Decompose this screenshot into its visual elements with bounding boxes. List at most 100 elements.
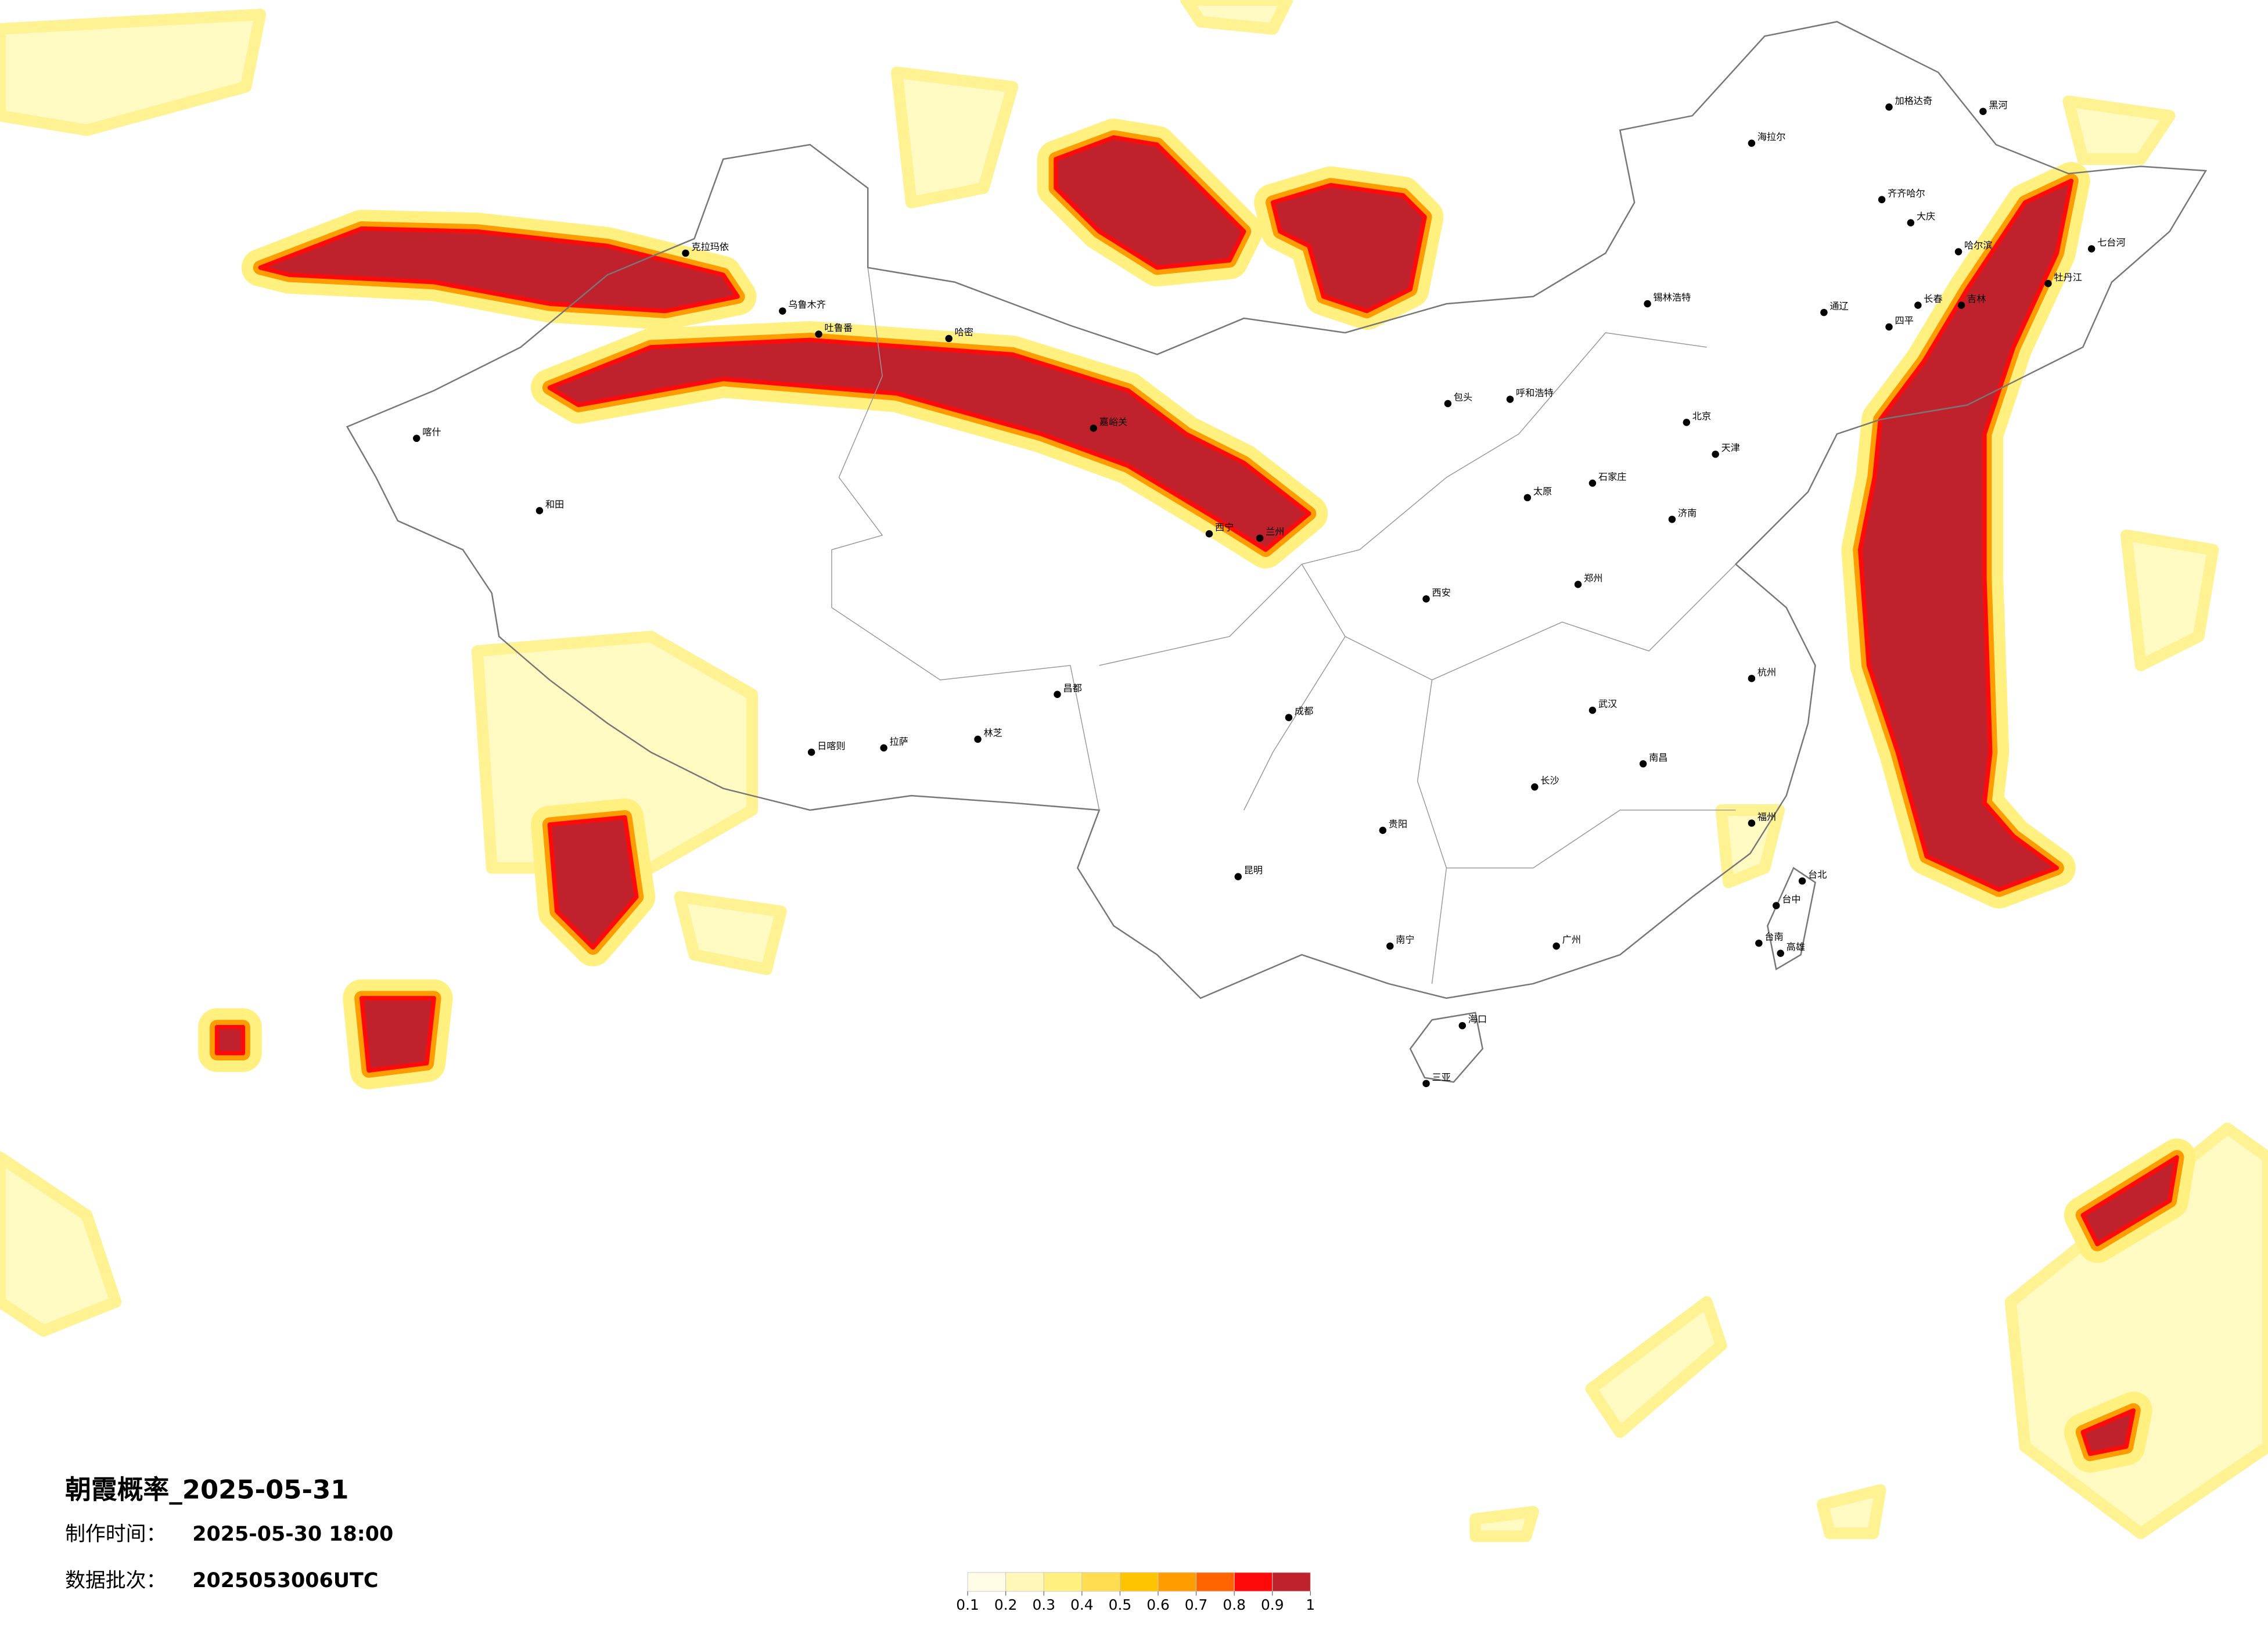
city-label: 贵阳 [1389, 818, 1407, 829]
city-label: 天津 [1721, 443, 1740, 454]
city-label: 海口 [1468, 1014, 1487, 1025]
city-label: 海拉尔 [1757, 131, 1786, 142]
city-dot [1588, 706, 1597, 714]
city-label: 七台河 [2097, 237, 2126, 248]
city-dot [1422, 595, 1430, 603]
city-dot [2044, 280, 2052, 287]
city-dot [1755, 939, 1763, 947]
legend-tick-label: 0.5 [1109, 1596, 1132, 1613]
high-probability-area [2080, 1155, 2179, 1247]
legend-tick-label: 1 [1306, 1596, 1315, 1613]
city-label: 石家庄 [1598, 472, 1627, 483]
city-dot [1957, 301, 1965, 309]
city-label: 吐鲁番 [825, 322, 853, 333]
city-dot [1712, 450, 1719, 458]
city-label: 高雄 [1787, 941, 1805, 952]
legend-swatch [1158, 1572, 1197, 1592]
legend: 0.1 0.2 0.3 0.4 0.5 0.6 0.7 0.8 0.9 1 [956, 1572, 1315, 1613]
city-label: 喀什 [422, 426, 441, 437]
legend-tick-label: 0.1 [956, 1596, 979, 1613]
city-label: 牡丹江 [2054, 272, 2082, 283]
city-dot [1444, 400, 1452, 408]
city-dot [1458, 1021, 1467, 1030]
high-probability-area [547, 337, 1311, 552]
city-label: 郑州 [1584, 573, 1602, 584]
city-label: 长沙 [1540, 775, 1559, 786]
city-dot [1523, 494, 1532, 502]
city-label: 包头 [1454, 392, 1472, 403]
city-dot [535, 507, 544, 515]
batch-value: 2025053006UTC [192, 1569, 378, 1592]
city-dot [1588, 479, 1597, 487]
city-dot [1773, 902, 1780, 909]
city-label: 锡林浩特 [1654, 292, 1691, 303]
city-dot [1285, 714, 1293, 721]
island-border [1767, 866, 1816, 971]
city-label: 福州 [1757, 811, 1776, 822]
city-label: 济南 [1678, 508, 1696, 519]
city-dot [1386, 942, 1394, 950]
city-dot [2087, 245, 2096, 253]
low-probability-area [1585, 1296, 1727, 1438]
city-dot [1748, 139, 1756, 147]
city-label: 太原 [1533, 485, 1552, 497]
legend-tick-label: 0.7 [1185, 1596, 1208, 1613]
city-label: 武汉 [1598, 699, 1617, 710]
high-probability-area [1270, 183, 1427, 314]
city-dot [1531, 783, 1539, 791]
legend-swatch [1119, 1572, 1159, 1592]
city-dot [1683, 419, 1691, 426]
city-label: 昌都 [1063, 682, 1081, 693]
city-dot [1907, 219, 1915, 226]
city-label: 嘉峪关 [1099, 416, 1128, 427]
low-probability-area [674, 891, 787, 976]
city-dot [1748, 819, 1756, 827]
city-dot [1914, 301, 1922, 309]
legend-swatch [967, 1572, 1007, 1592]
city-label: 三亚 [1432, 1071, 1451, 1082]
city-label: 西宁 [1215, 522, 1234, 533]
high-probability-area [1054, 135, 1246, 270]
city-label: 北京 [1692, 411, 1711, 422]
city-label: 日喀则 [817, 740, 846, 751]
high-probability-area [1857, 178, 2074, 892]
low-probability-area [2120, 529, 2219, 671]
city-dot [1885, 103, 1893, 111]
city-label: 台南 [1764, 931, 1783, 942]
legend-swatch [1081, 1572, 1120, 1592]
island-border [1409, 1012, 1484, 1083]
city-label: 南昌 [1649, 752, 1667, 763]
city-label: 成都 [1295, 706, 1313, 717]
high-probability-area [258, 226, 740, 314]
city-dot [1205, 530, 1213, 538]
legend-swatch [1043, 1572, 1083, 1592]
city-dot [682, 249, 689, 257]
city-label: 加格达奇 [1895, 95, 1932, 106]
city-label: 拉萨 [890, 736, 908, 747]
city-label: 呼和浩特 [1516, 387, 1554, 398]
city-dot [1748, 675, 1756, 682]
city-dot [413, 434, 420, 443]
city-dot [807, 749, 815, 756]
high-probability-area [359, 996, 436, 1073]
province-border [831, 267, 1737, 984]
country-border [346, 21, 2208, 999]
city-label: 杭州 [1757, 667, 1776, 678]
city-dot [1954, 248, 1963, 256]
city-label: 和田 [545, 499, 564, 510]
probability-field [0, 0, 2268, 1542]
low-probability-area [891, 66, 1019, 208]
city-dot [1878, 196, 1886, 203]
legend-tick-label: 0.9 [1261, 1596, 1284, 1613]
city-dot [880, 744, 887, 752]
city-dot [1256, 534, 1264, 542]
low-probability-area [1816, 1484, 1886, 1539]
low-probability-area [0, 1151, 122, 1337]
city-label: 台北 [1808, 869, 1827, 880]
city-label: 齐齐哈尔 [1888, 188, 1925, 199]
city-label: 南宁 [1396, 934, 1414, 945]
city-dot [1379, 826, 1387, 834]
